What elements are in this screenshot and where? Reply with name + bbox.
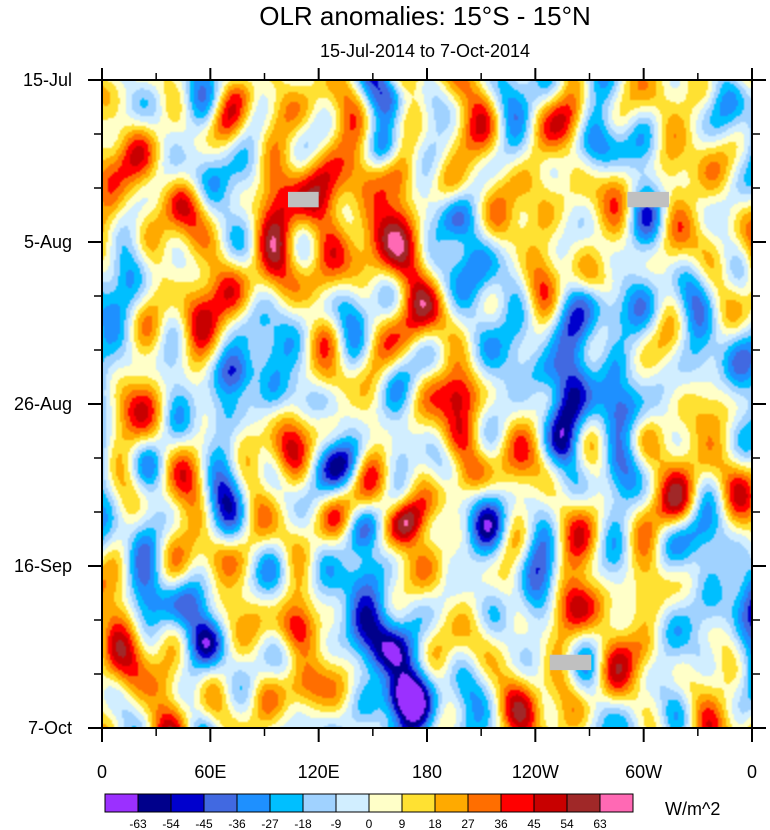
colorbar-level-label: 9 xyxy=(399,817,406,830)
x-tick-label: 60E xyxy=(194,762,226,782)
colorbar-level-label: 45 xyxy=(527,817,541,830)
colorbar-swatch-15 xyxy=(599,793,634,813)
y-tick-label: 15-Jul xyxy=(23,70,72,90)
x-tick-label: 0 xyxy=(747,762,757,782)
chart-subtitle: 15-Jul-2014 to 7-Oct-2014 xyxy=(320,41,530,61)
colorbar-swatch-2 xyxy=(170,793,205,813)
colorbar-level-label: 36 xyxy=(494,817,508,830)
x-tick-label: 60W xyxy=(625,762,662,782)
colorbar-level-label: -9 xyxy=(331,817,342,830)
colorbar-swatch-4 xyxy=(236,793,271,813)
olr-anomaly-field xyxy=(102,80,752,728)
colorbar-level-label: 54 xyxy=(560,817,574,830)
x-tick-label: 120W xyxy=(512,762,559,782)
colorbar-swatch-1 xyxy=(137,793,172,813)
y-tick-label: 7-Oct xyxy=(28,718,72,738)
colorbar-swatch-8 xyxy=(368,793,403,813)
colorbar: -63 -54 -45 -36 -27 -18 -9 0 9 18 27 36 45 54 63 xyxy=(104,793,634,830)
x-axis: 0 60E 120E 180 120W 60W 0 xyxy=(97,68,757,782)
colorbar-level-label: 0 xyxy=(366,817,373,830)
colorbar-swatch-9 xyxy=(401,793,436,813)
missing-data-patch-3 xyxy=(549,654,592,671)
colorbar-swatch-0 xyxy=(104,793,139,813)
colorbar-level-label: -27 xyxy=(261,817,279,830)
colorbar-swatch-3 xyxy=(203,793,238,813)
colorbar-level-label: -36 xyxy=(228,817,246,830)
y-tick-label: 5-Aug xyxy=(24,232,72,252)
colorbar-level-label: 27 xyxy=(461,817,475,830)
colorbar-swatch-11 xyxy=(467,793,502,813)
y-tick-label: 26-Aug xyxy=(14,394,72,414)
colorbar-level-label: 63 xyxy=(593,817,607,830)
colorbar-swatch-6 xyxy=(302,793,337,813)
missing-data-group xyxy=(287,191,669,671)
colorbar-level-label: 18 xyxy=(428,817,442,830)
colorbar-level-label: -45 xyxy=(195,817,213,830)
colorbar-swatch-13 xyxy=(533,793,568,813)
y-tick-label: 16-Sep xyxy=(14,556,72,576)
y-axis: 15-Jul 5-Aug 26-Aug 16-Sep 7-Oct xyxy=(14,70,766,738)
x-tick-label: 0 xyxy=(97,762,107,782)
colorbar-swatch-7 xyxy=(335,793,370,813)
colorbar-swatch-5 xyxy=(269,793,304,813)
missing-data-patch-1 xyxy=(287,191,319,208)
colorbar-units: W/m^2 xyxy=(665,799,720,819)
chart-title: OLR anomalies: 15°S - 15°N xyxy=(259,1,591,31)
missing-data-patch-2 xyxy=(627,191,669,208)
x-tick-label: 180 xyxy=(412,762,442,782)
plot-area xyxy=(101,79,753,729)
colorbar-level-label: -18 xyxy=(294,817,312,830)
x-tick-label: 120E xyxy=(298,762,340,782)
colorbar-swatch-14 xyxy=(566,793,601,813)
colorbar-swatch-12 xyxy=(500,793,535,813)
colorbar-level-label: -63 xyxy=(129,817,147,830)
colorbar-swatch-10 xyxy=(434,793,469,813)
colorbar-level-label: -54 xyxy=(162,817,180,830)
